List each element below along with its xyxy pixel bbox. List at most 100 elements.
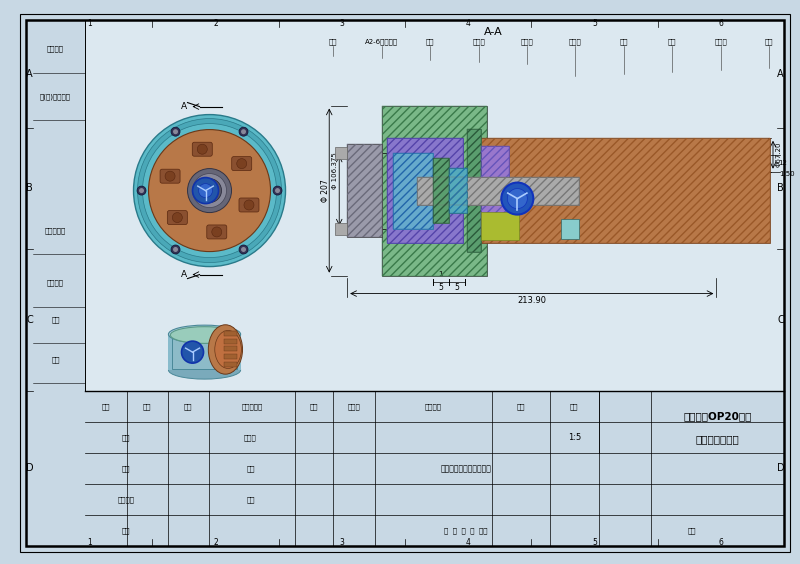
Bar — [449, 168, 466, 213]
Bar — [335, 147, 347, 158]
Text: 年月日: 年月日 — [348, 403, 361, 409]
Bar — [347, 144, 382, 237]
Text: 东莞市六欣机械有限公司: 东莞市六欣机械有限公司 — [441, 464, 491, 473]
FancyBboxPatch shape — [167, 210, 187, 224]
Circle shape — [241, 247, 246, 252]
Circle shape — [198, 179, 222, 202]
Bar — [223, 354, 237, 359]
Bar — [172, 333, 237, 369]
FancyBboxPatch shape — [192, 142, 212, 156]
Circle shape — [137, 186, 146, 195]
Circle shape — [198, 183, 213, 197]
Circle shape — [241, 129, 246, 134]
Text: 六欣精工: 六欣精工 — [523, 191, 540, 198]
Bar — [223, 346, 237, 351]
Text: 供(域)用作登记: 供(域)用作登记 — [40, 93, 71, 100]
Text: 六欣精工: 六欣精工 — [201, 343, 216, 349]
Text: 3: 3 — [339, 19, 344, 28]
Text: 审核: 审核 — [246, 496, 254, 503]
Text: 1:5: 1:5 — [568, 433, 581, 442]
Text: LIXIN: LIXIN — [214, 192, 233, 199]
Text: 2: 2 — [213, 19, 218, 28]
Text: 标记: 标记 — [102, 403, 110, 409]
Text: 4: 4 — [466, 19, 470, 28]
FancyBboxPatch shape — [232, 157, 252, 171]
Text: 质量: 质量 — [517, 403, 525, 409]
Bar — [417, 177, 579, 205]
Text: 拉套: 拉套 — [426, 39, 434, 45]
Text: 主管设计: 主管设计 — [118, 496, 135, 503]
Bar — [472, 138, 770, 243]
Ellipse shape — [169, 361, 241, 379]
Circle shape — [134, 114, 286, 267]
Text: 213.90: 213.90 — [518, 296, 546, 305]
Circle shape — [142, 124, 277, 258]
Text: A2-6连接法兰: A2-6连接法兰 — [365, 39, 398, 45]
Circle shape — [239, 245, 248, 254]
Text: 夹具体: 夹具体 — [472, 39, 485, 45]
Circle shape — [273, 186, 282, 195]
Text: 5: 5 — [592, 538, 597, 547]
Text: LIXIN: LIXIN — [202, 350, 215, 355]
Circle shape — [138, 118, 282, 263]
Text: A: A — [777, 69, 784, 79]
Text: A: A — [26, 69, 33, 79]
Text: 六欣精工: 六欣精工 — [214, 182, 233, 191]
FancyBboxPatch shape — [206, 225, 226, 239]
Text: 盖板: 盖板 — [668, 39, 677, 45]
Text: 旧底图总号: 旧底图总号 — [45, 227, 66, 233]
Text: Φ 207: Φ 207 — [321, 179, 330, 202]
Circle shape — [171, 127, 180, 136]
Bar — [335, 223, 347, 235]
Circle shape — [212, 227, 222, 237]
Bar — [85, 20, 784, 391]
Bar — [433, 158, 449, 223]
Text: 内锥体: 内锥体 — [521, 39, 534, 45]
Bar — [481, 147, 509, 235]
Text: A-A: A-A — [484, 27, 502, 37]
Ellipse shape — [208, 325, 242, 374]
Text: C: C — [777, 315, 784, 325]
Circle shape — [275, 188, 280, 193]
Bar — [394, 153, 433, 228]
Text: 阶段标记: 阶段标记 — [425, 403, 442, 409]
Text: 间隔套: 间隔套 — [569, 39, 582, 45]
Text: 6: 6 — [718, 538, 723, 547]
Text: 签字: 签字 — [51, 316, 60, 323]
Circle shape — [193, 174, 226, 208]
Circle shape — [244, 200, 254, 210]
Circle shape — [198, 144, 207, 154]
Text: 工艺: 工艺 — [246, 465, 254, 472]
Text: 校核: 校核 — [122, 465, 130, 472]
Bar — [169, 334, 241, 370]
Bar — [449, 168, 466, 213]
Circle shape — [173, 129, 178, 134]
Bar — [382, 105, 486, 276]
Text: 标准化: 标准化 — [244, 434, 257, 440]
Text: 日期: 日期 — [51, 356, 60, 363]
Text: 设计: 设计 — [122, 434, 130, 440]
Bar — [223, 331, 237, 336]
Text: 涨套: 涨套 — [619, 39, 628, 45]
Bar — [466, 129, 481, 252]
Bar — [481, 212, 518, 240]
Text: 3: 3 — [339, 538, 344, 547]
Bar — [223, 339, 237, 344]
Bar — [387, 138, 462, 243]
Bar — [481, 147, 509, 235]
Text: Φ67.20: Φ67.20 — [776, 142, 782, 168]
Text: LIU·XIN: LIU·XIN — [520, 201, 542, 206]
Text: 1: 1 — [86, 538, 91, 547]
Text: D: D — [777, 464, 784, 473]
Text: 批准: 批准 — [122, 527, 130, 534]
Text: 定位块: 定位块 — [714, 39, 727, 45]
Circle shape — [139, 188, 144, 193]
Text: 比例: 比例 — [570, 403, 578, 409]
Circle shape — [239, 127, 248, 136]
FancyBboxPatch shape — [160, 169, 180, 183]
Text: 替代: 替代 — [687, 527, 696, 534]
FancyBboxPatch shape — [239, 198, 259, 212]
Text: 签名: 签名 — [310, 403, 318, 409]
Text: B: B — [777, 183, 784, 193]
Circle shape — [172, 213, 182, 223]
